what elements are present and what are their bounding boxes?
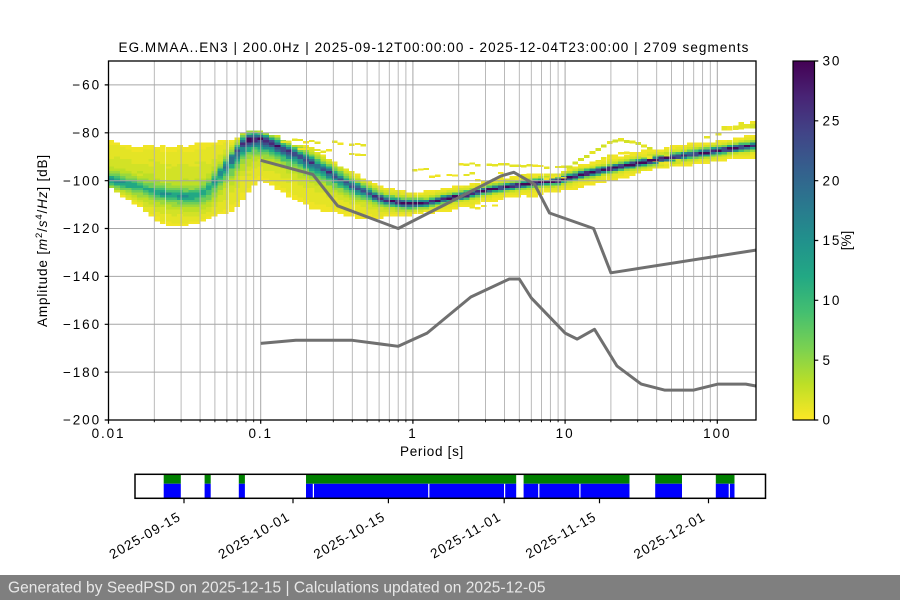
svg-text:0.01: 0.01 <box>92 426 126 441</box>
svg-text:1: 1 <box>408 426 417 441</box>
svg-text:10: 10 <box>556 426 575 441</box>
svg-text:−180: −180 <box>63 365 101 380</box>
svg-text:−120: −120 <box>63 221 101 236</box>
svg-text:100: 100 <box>703 426 731 441</box>
svg-text:[%]: [%] <box>839 231 854 251</box>
svg-text:15: 15 <box>823 233 842 248</box>
svg-text:−140: −140 <box>63 269 101 284</box>
svg-text:0: 0 <box>823 413 832 428</box>
svg-text:5: 5 <box>823 353 832 368</box>
svg-text:Generated by SeedPSD on 2025-1: Generated by SeedPSD on 2025-12-15 | Cal… <box>8 580 546 597</box>
svg-text:−200: −200 <box>63 413 101 428</box>
svg-text:−100: −100 <box>63 173 101 188</box>
svg-text:EG.MMAA..EN3 | 200.0Hz | 2025-: EG.MMAA..EN3 | 200.0Hz | 2025-09-12T00:0… <box>119 40 750 55</box>
svg-text:−160: −160 <box>63 317 101 332</box>
svg-text:Amplitude [m2/s4/Hz] [dB]: Amplitude [m2/s4/Hz] [dB] <box>34 154 50 327</box>
svg-text:20: 20 <box>823 173 842 188</box>
svg-text:−80: −80 <box>72 126 101 141</box>
svg-text:Period [s]: Period [s] <box>400 444 464 459</box>
svg-text:10: 10 <box>823 293 842 308</box>
svg-text:−60: −60 <box>72 78 101 93</box>
svg-text:30: 30 <box>823 54 842 69</box>
svg-text:0.1: 0.1 <box>248 426 272 441</box>
svg-text:25: 25 <box>823 114 842 129</box>
